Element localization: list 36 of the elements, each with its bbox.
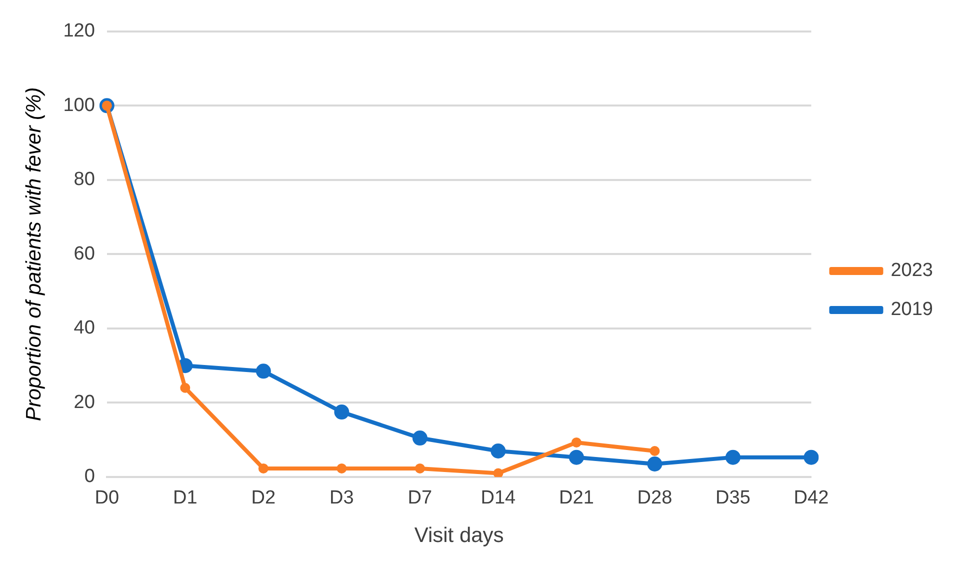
x-tick-label: D42 — [794, 488, 829, 509]
point — [336, 463, 347, 474]
y-tick-label: 120 — [63, 20, 95, 42]
point — [334, 404, 350, 420]
x-axis-title: Visit days — [414, 524, 504, 548]
y-tick-label: 100 — [63, 94, 95, 116]
x-tick-label: D2 — [251, 488, 276, 509]
x-tick-label: D1 — [173, 488, 198, 509]
y-tick-label: 20 — [74, 392, 95, 413]
x-tick-label: D21 — [559, 488, 594, 509]
y-axis-title: Proportion of patients with fever (%) — [22, 87, 46, 422]
point — [804, 450, 819, 465]
x-tick-label: D0 — [94, 488, 120, 509]
legend-label: 2023 — [890, 260, 934, 282]
point — [725, 450, 740, 465]
x-tick-label: D35 — [716, 488, 750, 509]
x-tick-label: D7 — [408, 488, 432, 509]
legend-label: 2019 — [890, 299, 934, 320]
y-tick-label: 60 — [74, 243, 95, 264]
point — [490, 444, 506, 459]
y-tick-label: 80 — [74, 169, 95, 190]
point — [412, 430, 428, 446]
x-tick-label: D28 — [637, 488, 672, 509]
point — [256, 364, 271, 379]
point — [647, 456, 662, 472]
point — [180, 382, 190, 393]
point — [650, 446, 660, 456]
point — [258, 463, 268, 474]
point — [568, 450, 584, 465]
x-tick-label: D3 — [330, 488, 354, 509]
point — [571, 437, 582, 448]
y-tick-label: 0 — [84, 466, 95, 488]
point — [493, 468, 504, 477]
x-tick-label: D14 — [480, 488, 516, 509]
y-tick-label: 40 — [74, 318, 95, 339]
point — [414, 463, 425, 474]
